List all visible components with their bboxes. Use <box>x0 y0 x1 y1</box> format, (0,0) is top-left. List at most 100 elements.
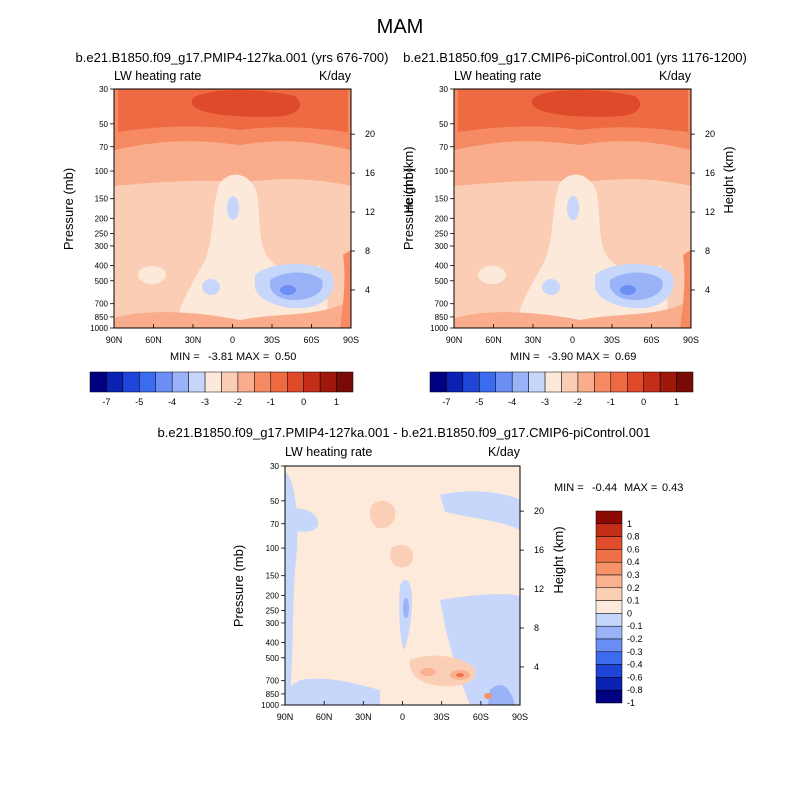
max-label: MAX = <box>624 482 657 494</box>
y-tick-label: 1000 <box>90 324 108 333</box>
near-surface-warm <box>454 300 691 328</box>
x-tick-label: 0 <box>230 335 235 345</box>
colorbar-label: -3 <box>541 397 549 407</box>
y-axis-label: Pressure (mb) <box>231 545 246 627</box>
colorbar-swatch <box>595 523 623 537</box>
x-tick-label: 90N <box>277 712 294 722</box>
colorbar-swatch <box>676 371 694 393</box>
variable-label: LW heating rate <box>454 69 541 83</box>
colorbar-swatch <box>139 371 156 393</box>
y-tick-label: 100 <box>266 544 280 553</box>
y-tick-label: 700 <box>95 300 109 309</box>
height-tick-label: 16 <box>365 168 375 178</box>
y-tick-label: 100 <box>435 167 449 176</box>
x-tick-label: 0 <box>400 712 405 722</box>
contour-field <box>114 89 351 328</box>
colorbar-label: -0.1 <box>627 621 643 631</box>
min-value: -3.90 <box>548 351 573 363</box>
height-tick-label: 8 <box>534 623 539 633</box>
colorbar-label: -1 <box>267 397 275 407</box>
x-tick-label: 90N <box>106 335 123 345</box>
colorbar-label: 1 <box>627 519 632 529</box>
x-axis: 90N 60N 30N 0 30S 60S 90S <box>446 324 699 345</box>
y-tick-label: 250 <box>266 607 280 616</box>
y-tick-label: 700 <box>435 300 449 309</box>
y-tick-label: 300 <box>266 619 280 628</box>
colorbar-swatch <box>595 638 623 653</box>
mid-level-blue-spot <box>567 196 579 220</box>
colorbar-swatch <box>595 600 623 614</box>
units-label: K/day <box>488 445 521 459</box>
colorbar-swatch <box>595 651 623 665</box>
max-heating-blob <box>531 90 641 117</box>
x-tick-label: 90S <box>512 712 528 722</box>
height-tick-label: 16 <box>534 545 544 555</box>
colorbar-label: -2 <box>574 397 582 407</box>
colorbar-label: 1 <box>334 397 339 407</box>
height-tick-label: 4 <box>365 285 370 295</box>
y-tick-label: 500 <box>95 277 109 286</box>
x-tick-label: 30S <box>264 335 280 345</box>
colorbar-swatch <box>659 371 677 393</box>
colorbar-label: -1 <box>607 397 615 407</box>
max-value: 0.69 <box>615 351 636 363</box>
x-tick-label: 60S <box>473 712 489 722</box>
y-tick-label: 200 <box>95 214 109 223</box>
colorbar-swatch <box>595 587 623 601</box>
equatorial-cool-core <box>403 598 409 618</box>
min-label: MIN = <box>510 351 540 363</box>
max-label: MAX = <box>236 351 269 363</box>
nh-lower-cool <box>285 678 380 705</box>
y-tick-label: 30 <box>270 462 279 471</box>
height-tick-label: 20 <box>365 129 375 139</box>
y-tick-label: 300 <box>95 242 109 251</box>
height-tick-label: 12 <box>365 207 375 217</box>
colorbar-label: -0.3 <box>627 647 643 657</box>
height-tick-label: 12 <box>705 207 715 217</box>
height-axis-label: Height (km) <box>721 146 736 213</box>
colorbar-label: 0.2 <box>627 583 640 593</box>
y-tick-label: 200 <box>435 214 449 223</box>
y-axis-label: Pressure (mb) <box>61 168 76 250</box>
colorbar-swatch <box>287 371 304 393</box>
colorbar-label: -7 <box>442 397 450 407</box>
max-label: MAX = <box>576 351 609 363</box>
coolest-core <box>280 285 296 295</box>
variable-label: LW heating rate <box>285 445 372 459</box>
colorbar-swatch <box>429 371 447 393</box>
height-axis-label: Height (km) <box>551 526 566 593</box>
colorbar-label: -0.4 <box>627 660 643 670</box>
colorbar-swatch <box>595 561 623 576</box>
colorbar-label: 0.1 <box>627 596 640 606</box>
colorbar-label: 0.6 <box>627 544 640 554</box>
warm-blob-400mb <box>389 544 414 568</box>
colorbar: -7 -5 -4 -3 -2 -1 0 1 <box>89 371 354 407</box>
x-axis: 90N 60N 30N 0 30S 60S 90S <box>106 324 359 345</box>
min-value: -0.44 <box>592 482 617 494</box>
colorbar-label: 0.4 <box>627 557 640 567</box>
colorbar-swatch <box>479 371 496 393</box>
sh-blue-patch <box>202 279 220 295</box>
main-title: MAM <box>377 16 424 38</box>
colorbar-swatch <box>627 371 644 393</box>
colorbar-swatch <box>336 371 354 393</box>
colorbar-swatch <box>595 613 623 627</box>
x-tick-label: 60S <box>303 335 319 345</box>
south-pole-cool-spike <box>488 685 515 705</box>
colorbar-label: -5 <box>135 397 143 407</box>
colorbar-swatch <box>610 371 628 393</box>
colorbar-swatch <box>106 371 124 393</box>
colorbar-swatch <box>544 371 562 393</box>
y-tick-label: 30 <box>99 85 108 94</box>
y-tick-label: 500 <box>435 277 449 286</box>
y-axis: 30 50 70 100 150 200 250 300 400 500 700 850 1000 <box>430 85 454 333</box>
y-tick-label: 150 <box>435 195 449 204</box>
max-value: 0.50 <box>275 351 296 363</box>
warm-core-peak <box>456 673 464 677</box>
x-tick-label: 90S <box>683 335 699 345</box>
coolest-core <box>620 285 636 295</box>
panel-pmip4: b.e21.B1850.f09_g17.PMIP4-127ka.001 (yrs… <box>61 50 416 407</box>
sh-blue-patch <box>542 279 560 295</box>
height-tick-label: 4 <box>705 285 710 295</box>
